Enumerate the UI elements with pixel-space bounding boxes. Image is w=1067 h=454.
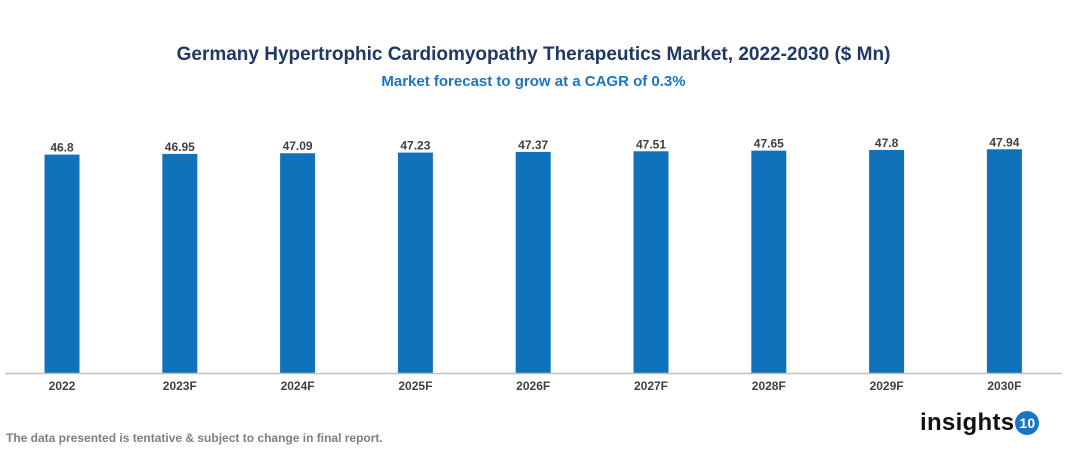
chart-subtitle: Market forecast to grow at a CAGR of 0.3… <box>381 73 686 90</box>
bar-2030F <box>986 149 1022 373</box>
bar-2027F <box>633 151 669 373</box>
logo-text: insights <box>920 409 1015 436</box>
x-tick-label: 2027F <box>634 379 668 393</box>
chart-title: Germany Hypertrophic Cardiomyopathy Ther… <box>176 44 891 65</box>
x-tick-label: 2028F <box>752 379 786 393</box>
bar-2023F <box>162 153 198 373</box>
x-tick-label: 2024F <box>281 379 315 393</box>
bar-2024F <box>280 153 316 373</box>
x-tick-label: 2030F <box>987 379 1021 393</box>
disclaimer-note: The data presented is tentative & subjec… <box>6 431 383 445</box>
data-label: 46.8 <box>50 141 74 155</box>
insights10-logo: insights 10 <box>920 409 1040 437</box>
x-tick-label: 2023F <box>163 379 197 393</box>
bar-2029F <box>869 149 905 373</box>
x-tick-label: 2026F <box>516 379 550 393</box>
bar-2025F <box>397 152 433 373</box>
bar-2028F <box>751 150 787 373</box>
x-tick-label: 2025F <box>398 379 432 393</box>
x-tick-label: 2022 <box>49 379 76 393</box>
data-label: 47.8 <box>875 136 899 150</box>
data-label: 47.09 <box>283 139 313 153</box>
data-label: 46.95 <box>165 140 195 154</box>
data-label: 47.37 <box>518 138 548 152</box>
bar-2022 <box>44 154 80 373</box>
data-label: 47.65 <box>754 137 784 151</box>
data-label: 47.23 <box>400 139 430 153</box>
data-label: 47.51 <box>636 137 666 151</box>
logo-badge: 10 <box>1015 411 1040 435</box>
data-label: 47.94 <box>989 135 1019 149</box>
x-tick-label: 2029F <box>870 379 904 393</box>
bar-2026F <box>515 151 551 373</box>
